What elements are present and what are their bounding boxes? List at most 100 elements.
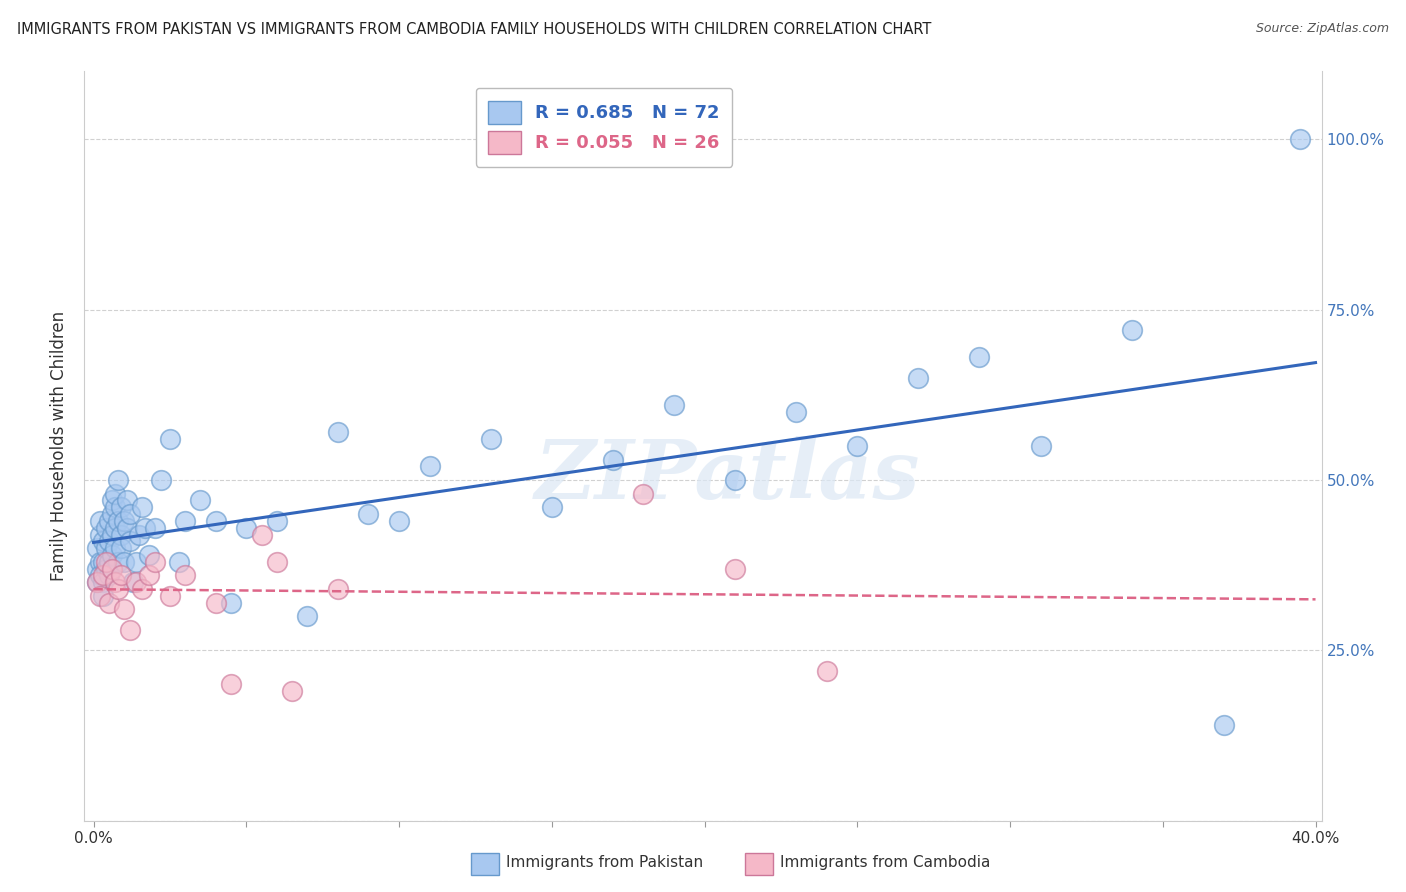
Point bbox=[1121, 323, 1143, 337]
Point bbox=[89, 568, 111, 582]
Point bbox=[266, 555, 288, 569]
Point bbox=[159, 589, 181, 603]
Point bbox=[540, 500, 562, 515]
Point bbox=[89, 514, 111, 528]
Point bbox=[724, 473, 747, 487]
Point bbox=[326, 425, 349, 440]
Point bbox=[94, 541, 117, 556]
Point bbox=[204, 596, 226, 610]
Point bbox=[97, 514, 120, 528]
Point bbox=[110, 568, 132, 582]
Point bbox=[122, 575, 145, 590]
Point bbox=[120, 534, 142, 549]
Point bbox=[662, 398, 685, 412]
Point bbox=[110, 527, 132, 541]
Point bbox=[110, 541, 132, 556]
Point bbox=[143, 521, 166, 535]
Point bbox=[907, 371, 929, 385]
Point bbox=[120, 507, 142, 521]
Point bbox=[89, 555, 111, 569]
Point bbox=[1289, 132, 1312, 146]
Point bbox=[91, 568, 114, 582]
Text: Immigrants from Cambodia: Immigrants from Cambodia bbox=[780, 855, 991, 870]
Point bbox=[120, 623, 142, 637]
Text: Source: ZipAtlas.com: Source: ZipAtlas.com bbox=[1256, 22, 1389, 36]
Point bbox=[107, 514, 129, 528]
Point bbox=[94, 555, 117, 569]
Point bbox=[297, 609, 319, 624]
Point bbox=[204, 514, 226, 528]
Point bbox=[104, 521, 127, 535]
Point bbox=[174, 514, 197, 528]
Point bbox=[602, 452, 624, 467]
Point bbox=[1029, 439, 1052, 453]
Y-axis label: Family Households with Children: Family Households with Children bbox=[51, 311, 69, 581]
Point bbox=[115, 521, 138, 535]
Point bbox=[357, 507, 380, 521]
Point bbox=[125, 555, 148, 569]
Point bbox=[219, 677, 242, 691]
Point bbox=[846, 439, 869, 453]
Point bbox=[143, 555, 166, 569]
Point bbox=[86, 541, 108, 556]
Point bbox=[174, 568, 197, 582]
Point bbox=[86, 561, 108, 575]
Point bbox=[101, 507, 124, 521]
Point bbox=[104, 486, 127, 500]
Point bbox=[167, 555, 190, 569]
Point bbox=[112, 602, 135, 616]
Point bbox=[219, 596, 242, 610]
Point bbox=[250, 527, 273, 541]
Point bbox=[281, 684, 304, 698]
Point bbox=[101, 527, 124, 541]
Point bbox=[94, 521, 117, 535]
Point bbox=[138, 568, 160, 582]
Point bbox=[134, 521, 156, 535]
Point bbox=[86, 575, 108, 590]
Point bbox=[97, 596, 120, 610]
Point bbox=[104, 541, 127, 556]
Point bbox=[969, 351, 991, 365]
Point bbox=[125, 575, 148, 590]
Point bbox=[190, 493, 212, 508]
Point bbox=[91, 575, 114, 590]
Point bbox=[266, 514, 288, 528]
Point bbox=[131, 500, 153, 515]
Point bbox=[101, 493, 124, 508]
Point bbox=[91, 589, 114, 603]
Point bbox=[149, 473, 172, 487]
Legend: R = 0.685   N = 72, R = 0.055   N = 26: R = 0.685 N = 72, R = 0.055 N = 26 bbox=[475, 88, 733, 167]
Point bbox=[97, 555, 120, 569]
Point bbox=[815, 664, 838, 678]
Point bbox=[326, 582, 349, 596]
Point bbox=[1212, 718, 1234, 732]
Point bbox=[138, 548, 160, 562]
Point bbox=[112, 514, 135, 528]
Text: ZIPatlas: ZIPatlas bbox=[536, 436, 921, 516]
Point bbox=[724, 561, 747, 575]
Point bbox=[107, 555, 129, 569]
Point bbox=[104, 575, 127, 590]
Point bbox=[104, 500, 127, 515]
Text: IMMIGRANTS FROM PAKISTAN VS IMMIGRANTS FROM CAMBODIA FAMILY HOUSEHOLDS WITH CHIL: IMMIGRANTS FROM PAKISTAN VS IMMIGRANTS F… bbox=[17, 22, 931, 37]
Point bbox=[388, 514, 411, 528]
Point bbox=[235, 521, 257, 535]
Point bbox=[633, 486, 655, 500]
Point bbox=[115, 493, 138, 508]
Point bbox=[97, 568, 120, 582]
Point bbox=[131, 582, 153, 596]
Point bbox=[419, 459, 441, 474]
Point bbox=[107, 473, 129, 487]
Point bbox=[128, 527, 150, 541]
Point bbox=[101, 548, 124, 562]
Point bbox=[86, 575, 108, 590]
Point bbox=[159, 432, 181, 446]
Point bbox=[91, 555, 114, 569]
Point bbox=[785, 405, 807, 419]
Point bbox=[101, 561, 124, 575]
Point bbox=[91, 534, 114, 549]
Point bbox=[479, 432, 502, 446]
Point bbox=[94, 561, 117, 575]
Text: Immigrants from Pakistan: Immigrants from Pakistan bbox=[506, 855, 703, 870]
Point bbox=[89, 527, 111, 541]
